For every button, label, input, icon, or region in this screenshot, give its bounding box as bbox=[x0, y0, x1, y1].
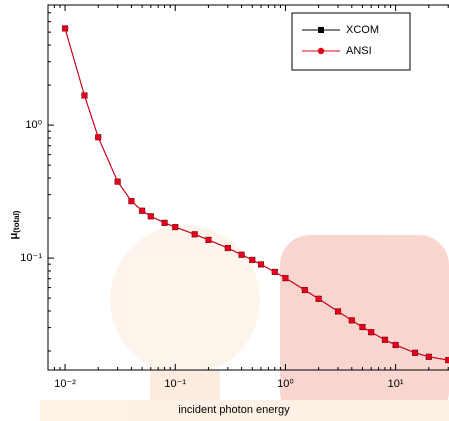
marker bbox=[367, 329, 375, 336]
legend-marker bbox=[318, 27, 324, 33]
marker bbox=[425, 353, 433, 360]
y-axis-label-main: μ bbox=[8, 233, 20, 240]
x-tick-label: 10¹ bbox=[388, 378, 404, 390]
marker bbox=[172, 223, 179, 231]
marker bbox=[238, 251, 245, 258]
y-tick-label: 10⁻¹ bbox=[20, 252, 42, 264]
x-tick-label: 10⁻¹ bbox=[164, 378, 186, 390]
y-tick-label: 10⁰ bbox=[25, 119, 42, 131]
marker bbox=[147, 213, 155, 220]
x-axis-label: incident photon energy bbox=[178, 404, 290, 416]
legend-label: ANSI bbox=[346, 45, 372, 57]
marker bbox=[359, 323, 366, 331]
marker bbox=[128, 197, 135, 205]
legend-marker bbox=[317, 47, 325, 55]
marker bbox=[161, 219, 168, 227]
marker bbox=[334, 308, 342, 315]
marker bbox=[301, 286, 309, 294]
marker bbox=[257, 261, 265, 268]
series-line bbox=[64, 28, 449, 361]
marker bbox=[392, 341, 399, 349]
y-axis-label: μ(total) bbox=[8, 210, 21, 239]
marker bbox=[95, 134, 102, 141]
marker bbox=[271, 268, 278, 276]
legend-label: XCOM bbox=[346, 24, 379, 36]
marker bbox=[81, 92, 88, 99]
marker bbox=[191, 231, 198, 238]
marker bbox=[348, 317, 355, 324]
x-tick-label: 10⁻² bbox=[54, 378, 76, 390]
marker bbox=[381, 336, 389, 343]
marker bbox=[61, 25, 69, 32]
marker bbox=[138, 207, 146, 214]
axis-frame bbox=[47, 4, 449, 371]
marker bbox=[411, 349, 419, 356]
y-axis-label-sub: (total) bbox=[12, 210, 21, 233]
x-tick-label: 10⁰ bbox=[277, 378, 294, 390]
marker bbox=[249, 256, 256, 264]
marker bbox=[224, 244, 232, 252]
marker bbox=[315, 295, 322, 303]
series-group bbox=[61, 25, 449, 364]
marker bbox=[445, 356, 449, 364]
marker bbox=[114, 178, 121, 185]
marker bbox=[205, 236, 212, 244]
legend-box bbox=[291, 12, 411, 71]
marker bbox=[282, 274, 289, 282]
